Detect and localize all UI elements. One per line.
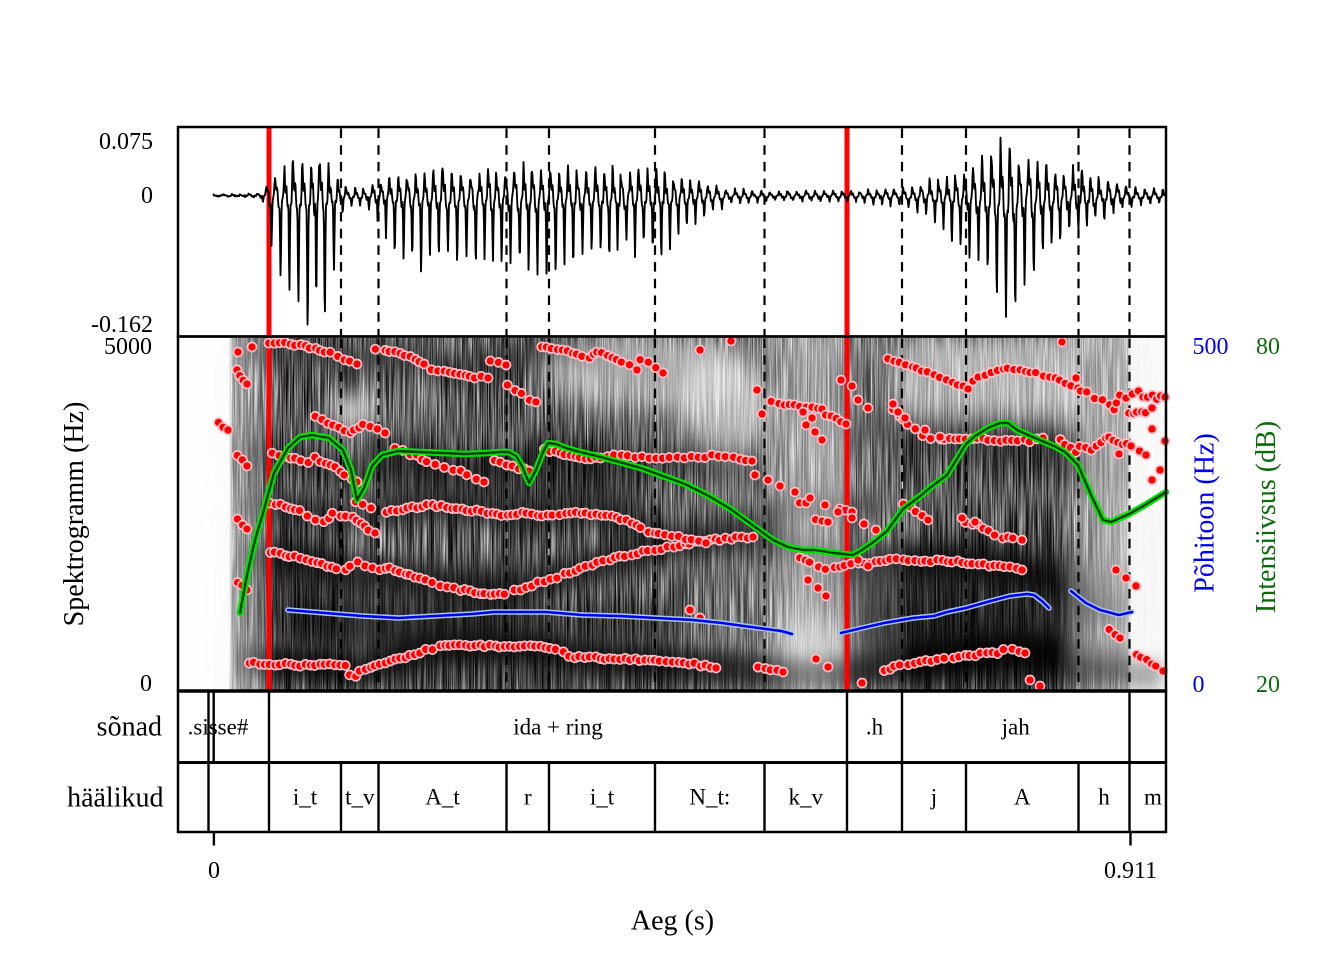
svg-text:0: 0 — [208, 858, 220, 884]
svg-text:500: 500 — [1193, 334, 1229, 360]
svg-text:h: h — [1098, 785, 1110, 810]
svg-text:Põhitoon (Hz): Põhitoon (Hz) — [1190, 433, 1221, 592]
svg-text:.sisse#: .sisse# — [188, 715, 249, 740]
svg-text:i_t: i_t — [590, 785, 615, 810]
svg-text:-0.162: -0.162 — [91, 312, 153, 338]
svg-text:0: 0 — [1193, 672, 1205, 698]
svg-text:5000: 5000 — [104, 334, 152, 360]
svg-text:jah: jah — [1001, 715, 1031, 740]
svg-text:i_t: i_t — [293, 785, 318, 810]
svg-text:r: r — [524, 785, 532, 810]
svg-text:häälikud: häälikud — [67, 783, 163, 814]
svg-text:k_v: k_v — [789, 785, 824, 810]
svg-text:0.911: 0.911 — [1104, 858, 1157, 884]
svg-text:Aeg (s): Aeg (s) — [631, 906, 714, 937]
svg-text:t_v: t_v — [345, 785, 375, 810]
svg-text:Intensiivsus (dB): Intensiivsus (dB) — [1251, 421, 1282, 613]
svg-text:0.075: 0.075 — [99, 129, 153, 155]
svg-text:sõnad: sõnad — [97, 712, 162, 743]
svg-text:ida + ring: ida + ring — [513, 715, 603, 740]
svg-text:0: 0 — [140, 671, 152, 697]
svg-text:80: 80 — [1256, 334, 1280, 360]
svg-text:j: j — [930, 785, 937, 810]
svg-text:m: m — [1144, 785, 1162, 810]
svg-text:A_t: A_t — [425, 785, 460, 810]
svg-text:.h: .h — [866, 715, 884, 740]
svg-text:Spektrogramm (Hz): Spektrogramm (Hz) — [59, 402, 90, 627]
svg-text:20: 20 — [1256, 672, 1280, 698]
svg-text:0: 0 — [141, 183, 153, 209]
svg-text:A: A — [1014, 785, 1031, 810]
svg-text:N_t:: N_t: — [689, 785, 730, 810]
